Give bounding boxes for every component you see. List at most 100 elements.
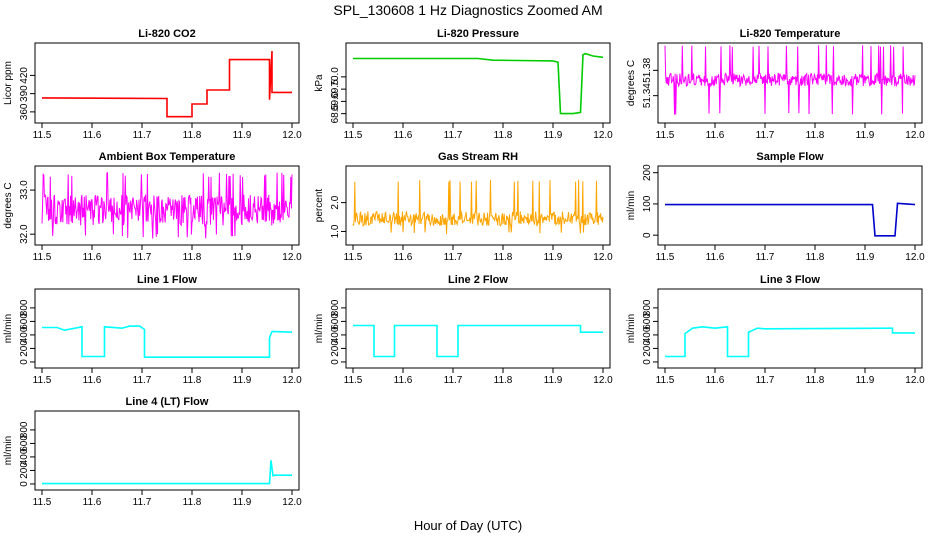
plot-frame (34, 410, 300, 491)
x-tick-label: 12.0 (282, 130, 302, 141)
plot-frame (345, 165, 611, 246)
panel-10: Line 4 (LT) Flow 11.5 11.6 11.7 11.8 11.9 12.0… (3, 396, 302, 508)
x-tick-label: 11.8 (183, 252, 202, 263)
figure-title: SPL_130608 1 Hz Diagnostics Zoomed AM (333, 2, 603, 18)
y-tick-label: 68.5 (330, 103, 341, 123)
x-tick-label: 12.0 (905, 375, 925, 386)
x-tick-label: 12.0 (282, 252, 302, 263)
panel-title: Li-820 CO2 (138, 28, 195, 40)
x-tick-label: 11.5 (656, 375, 675, 386)
x-tick-label: 11.9 (233, 497, 252, 508)
x-tick-label: 12.0 (905, 130, 925, 141)
x-tick-label: 11.9 (544, 252, 563, 263)
x-tick-label: 12.0 (593, 252, 613, 263)
x-tick-label: 11.6 (83, 497, 102, 508)
x-tick-label: 11.7 (133, 497, 152, 508)
y-tick-label: 1.0 (330, 224, 341, 238)
x-tick-label: 11.7 (444, 375, 463, 386)
y-axis-label: ml/min (626, 191, 637, 220)
x-tick-label: 11.9 (544, 130, 563, 141)
x-tick-label: 11.7 (133, 130, 152, 141)
y-axis-label: ml/min (626, 314, 637, 343)
y-axis-label: ml/min (3, 314, 14, 343)
x-tick-label: 11.5 (33, 497, 52, 508)
series-line (42, 460, 292, 485)
y-axis-label: percent (314, 189, 325, 223)
x-tick-label: 12.0 (282, 497, 302, 508)
series-line (352, 179, 604, 235)
y-tick-label: 800 (330, 299, 341, 316)
plot-frame (34, 42, 300, 124)
y-tick-label: 0 (330, 359, 341, 365)
x-tick-label: 11.5 (33, 252, 52, 263)
y-tick-label: 400 (330, 326, 341, 343)
y-tick-label: 70.0 (330, 67, 341, 87)
y-tick-label: 0 (19, 359, 30, 365)
panel-title: Line 2 Flow (448, 274, 508, 286)
y-axis-label: degrees C (626, 60, 637, 106)
y-tick-label: 600 (642, 313, 653, 330)
panel-1: Li-820 CO2 11.5 11.6 11.7 11.8 11.9 12.0 360390… (3, 28, 302, 141)
y-axis-label: ml/min (314, 314, 325, 343)
panel-3: Li-820 Temperature 11.5 11.6 11.7 11.8 11.9 12… (626, 28, 925, 141)
panel-title: Sample Flow (756, 151, 824, 163)
x-tick-label: 11.8 (494, 252, 513, 263)
panel-9: Line 3 Flow 11.5 11.6 11.7 11.8 11.9 12.0 0 2004… (626, 274, 925, 386)
plot-frame (345, 42, 611, 124)
x-tick-label: 11.8 (806, 375, 825, 386)
series-line (353, 52, 604, 115)
y-axis-label: degrees C (3, 182, 14, 228)
panel-7: Line 1 Flow 11.5 11.6 11.7 11.8 11.9 12.0 0 2004… (3, 274, 302, 386)
y-tick-label: 600 (330, 313, 341, 330)
y-tick-label: 600 (19, 313, 30, 330)
y-tick-label: 2.0 (330, 195, 341, 209)
series-line (41, 171, 293, 239)
y-axis-label: kPa (314, 74, 325, 92)
y-tick-label: 420 (19, 67, 30, 84)
series-line (42, 325, 293, 359)
y-tick-label: 200 (642, 164, 653, 181)
panel-6: Sample Flow 11.5 11.6 11.7 11.8 11.9 12.0 0 100 2… (626, 151, 925, 263)
y-tick-label: 400 (19, 448, 30, 465)
y-tick-label: 800 (19, 421, 30, 438)
y-tick-label: 33.0 (19, 180, 30, 200)
x-tick-label: 11.8 (494, 375, 513, 386)
x-tick-label: 11.6 (394, 375, 413, 386)
y-tick-label: 200 (19, 462, 30, 479)
x-tick-label: 11.6 (394, 130, 413, 141)
x-tick-label: 11.9 (233, 252, 252, 263)
x-axis-label: Hour of Day (UTC) (413, 518, 523, 533)
y-tick-label: 600 (19, 435, 30, 452)
series-line (665, 202, 916, 237)
plot-frame (657, 42, 923, 124)
x-tick-label: 11.8 (183, 375, 202, 386)
x-tick-label: 11.8 (806, 130, 825, 141)
x-tick-label: 11.6 (83, 375, 102, 386)
x-tick-label: 11.7 (133, 375, 152, 386)
y-tick-label: 800 (642, 299, 653, 316)
x-tick-label: 11.6 (706, 375, 725, 386)
x-tick-label: 11.5 (344, 130, 363, 141)
x-tick-label: 11.8 (183, 130, 202, 141)
panel-title: Li-820 Pressure (437, 28, 519, 40)
panel-title: Line 3 Flow (760, 274, 820, 286)
x-tick-label: 11.8 (183, 497, 202, 508)
y-tick-label: 400 (642, 326, 653, 343)
x-tick-label: 11.9 (856, 375, 875, 386)
y-tick-label: 51.38 (642, 57, 653, 82)
y-tick-label: 360 (19, 103, 30, 120)
panel-title: Ambient Box Temperature (99, 151, 236, 163)
x-tick-label: 11.6 (83, 130, 102, 141)
y-tick-label: 0 (642, 232, 653, 238)
panel-2: Li-820 Pressure 11.5 11.6 11.7 11.8 11.9 12.0 6… (314, 28, 613, 141)
y-axis-label: ml/min (3, 436, 14, 465)
x-tick-label: 11.5 (344, 252, 363, 263)
y-axis-label: Licor ppm (3, 61, 14, 105)
series-line (41, 51, 292, 118)
x-tick-label: 11.5 (33, 375, 52, 386)
x-tick-label: 11.8 (806, 252, 825, 263)
x-tick-label: 11.6 (394, 252, 413, 263)
y-tick-label: 800 (19, 299, 30, 316)
panel-4: Ambient Box Temperature 11.5 11.6 11.7 11.8 1… (3, 151, 302, 263)
plot-frame (657, 165, 923, 246)
